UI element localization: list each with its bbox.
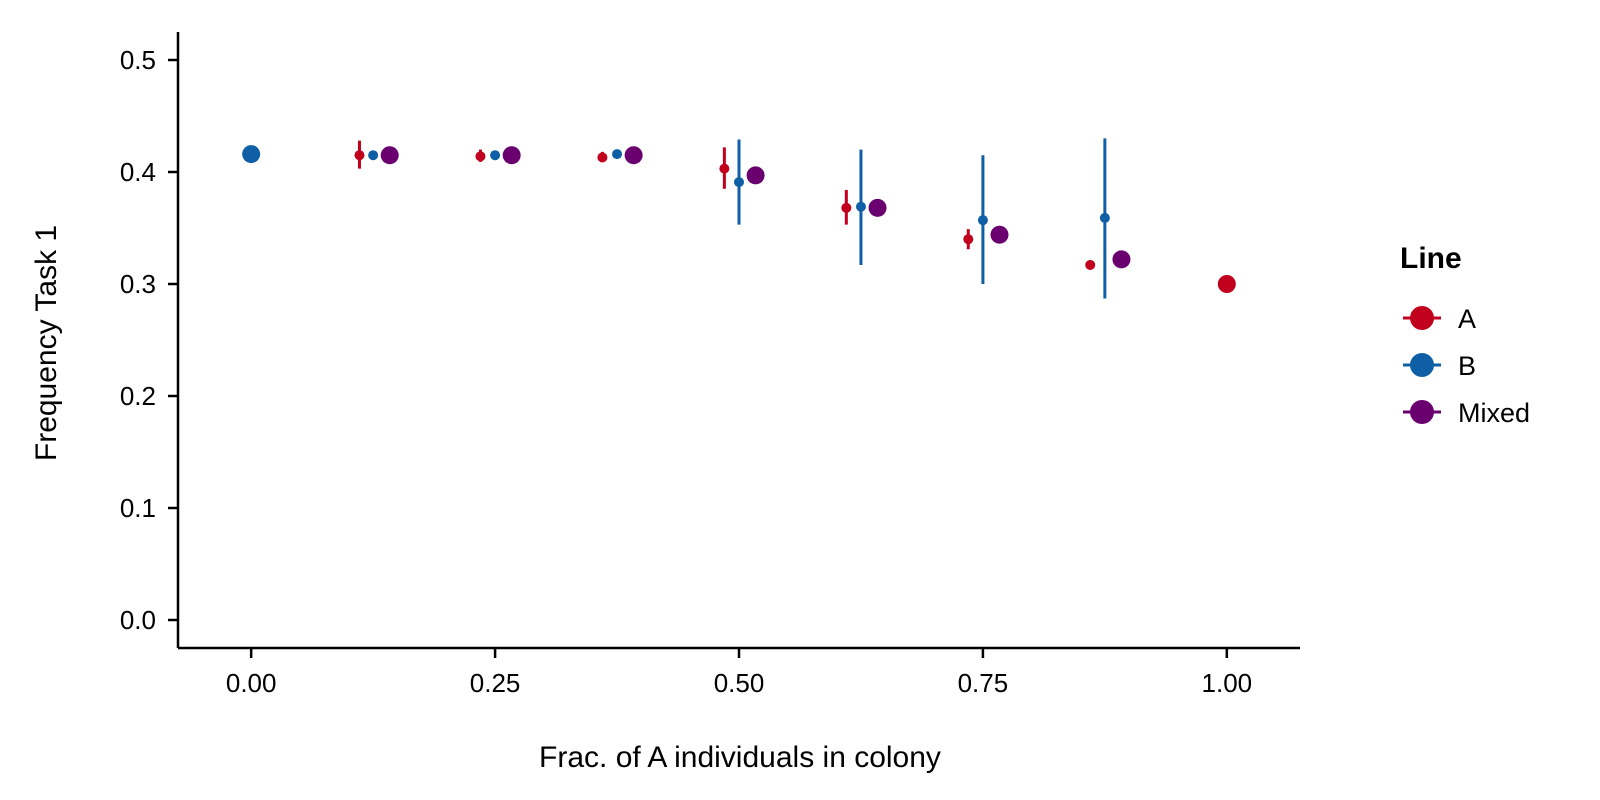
data-point: [1112, 250, 1131, 269]
legend: Line AB Mixed: [1400, 242, 1530, 428]
y-axis-ticks: 0.0 0.1 0.2 0.3 0.4 0.5: [120, 45, 178, 635]
data-point: [624, 146, 643, 165]
x-tick-label: 0.00: [226, 668, 277, 698]
legend-key-dot: [1410, 306, 1434, 330]
data-point: [977, 215, 988, 226]
data-point: [719, 163, 730, 174]
data-point: [868, 198, 887, 217]
legend-label: Mixed: [1458, 398, 1530, 428]
data-point: [597, 152, 608, 163]
data-point: [1099, 212, 1110, 223]
data-point: [734, 177, 744, 188]
legend-item-mixed: Mixed: [1403, 398, 1530, 428]
x-tick-label: 0.50: [714, 668, 765, 698]
data-point: [242, 145, 261, 164]
data-point: [380, 146, 399, 165]
data-point: [1217, 275, 1236, 293]
data-point: [612, 149, 623, 160]
x-tick-label: 0.75: [958, 668, 1009, 698]
y-tick-label: 0.1: [120, 493, 156, 523]
y-tick-label: 0.4: [120, 157, 156, 187]
data-point: [841, 202, 852, 213]
legend-item-a: A: [1403, 304, 1476, 334]
legend-item-b: B: [1403, 351, 1476, 381]
data-point: [990, 225, 1009, 244]
x-axis-ticks: 0.00 0.25 0.50 0.75 1.00: [226, 648, 1252, 698]
data-point: [963, 234, 974, 245]
data-point: [746, 166, 765, 185]
data-point: [475, 151, 486, 162]
y-axis-title: Frequency Task 1: [30, 225, 63, 461]
legend-label: A: [1458, 304, 1476, 334]
y-tick-label: 0.2: [120, 381, 156, 411]
legend-label: B: [1458, 351, 1476, 381]
y-tick-label: 0.5: [120, 45, 156, 75]
legend-title: Line: [1400, 242, 1462, 275]
data-point: [354, 150, 365, 161]
data-point: [490, 150, 501, 161]
x-tick-label: 1.00: [1202, 668, 1253, 698]
data-point: [368, 150, 379, 161]
series-a: [354, 140, 1236, 293]
plot-marks: [242, 138, 1236, 299]
data-point: [855, 201, 866, 212]
series-b: [242, 138, 1110, 299]
legend-key-dot: [1410, 400, 1434, 424]
y-tick-label: 0.3: [120, 269, 156, 299]
data-point: [1085, 259, 1096, 270]
series-mixed: [380, 146, 1131, 269]
legend-key-dot: [1410, 353, 1434, 377]
data-point: [502, 146, 521, 165]
axes: 0.0 0.1 0.2 0.3 0.4 0.5 0.00 0.25 0.50 0.75 1.00: [120, 32, 1300, 698]
x-axis-title: Frac. of A individuals in colony: [539, 741, 941, 774]
x-tick-label: 0.25: [470, 668, 521, 698]
y-tick-label: 0.0: [120, 605, 156, 635]
